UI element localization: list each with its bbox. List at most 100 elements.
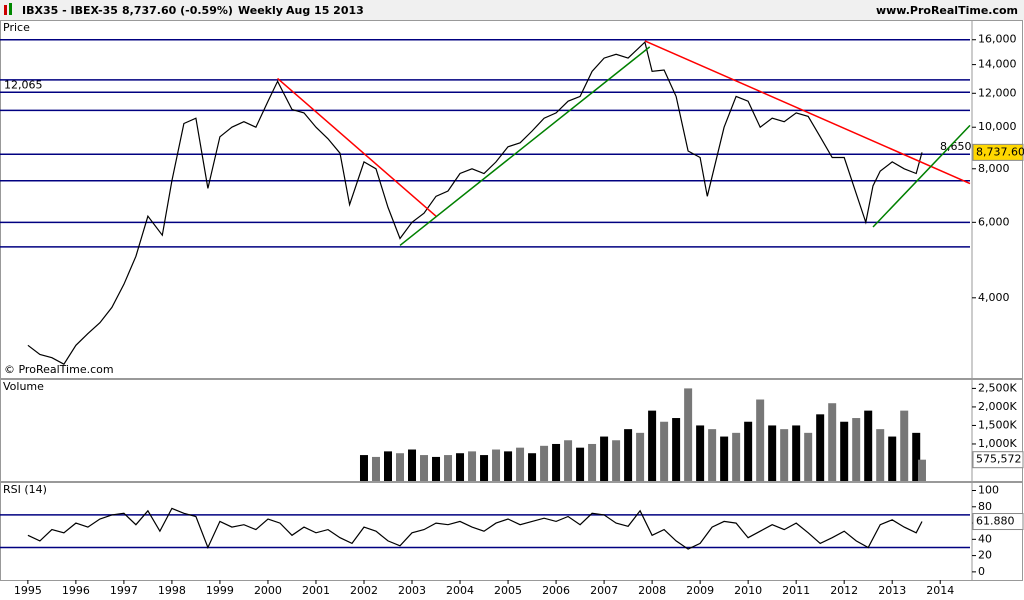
volume-bar — [768, 425, 777, 481]
x-tick-label: 1996 — [62, 584, 90, 597]
y-tick-label: 1,000K — [978, 437, 1017, 450]
volume-bar — [600, 436, 609, 481]
volume-bar — [432, 456, 441, 481]
volume-bar — [876, 429, 885, 481]
panel-title: Volume — [3, 380, 44, 393]
level-label: 8,650 — [940, 140, 972, 153]
volume-bar — [648, 410, 657, 481]
last-value-label: 61.880 — [976, 515, 1015, 528]
volume-bar — [564, 440, 573, 481]
y-tick-label: 12,000 — [978, 86, 1017, 99]
volume-bar — [408, 449, 417, 481]
y-tick-label: 16,000 — [978, 33, 1017, 46]
x-tick-label: 2009 — [686, 584, 714, 597]
volume-bar — [780, 429, 789, 481]
volume-bar — [468, 451, 477, 481]
y-tick-label: 80 — [978, 500, 992, 513]
volume-bar — [552, 443, 561, 481]
trendline — [399, 46, 651, 247]
y-tick-label: 4,000 — [978, 291, 1010, 304]
x-tick-label: 2007 — [590, 584, 618, 597]
volume-bar — [708, 429, 717, 481]
y-tick-label: 8,000 — [978, 162, 1010, 175]
x-tick-label: 1995 — [14, 584, 42, 597]
volume-bar — [624, 429, 633, 481]
y-tick-label: 2,500K — [978, 381, 1017, 394]
date: Aug 15 2013 — [286, 4, 364, 17]
volume-bar — [816, 414, 825, 481]
price-line — [27, 40, 923, 365]
volume-bar — [528, 453, 537, 481]
volume-bar — [504, 451, 513, 481]
x-tick-label: 2003 — [398, 584, 426, 597]
y-tick-label: 20 — [978, 549, 992, 562]
y-tick-label: 6,000 — [978, 215, 1010, 228]
volume-bar — [456, 453, 465, 481]
volume-bar — [900, 410, 909, 481]
y-tick-label: 2,000K — [978, 400, 1017, 413]
x-tick-label: 2012 — [830, 584, 858, 597]
volume-bar — [684, 388, 693, 481]
site: www.ProRealTime.com — [876, 4, 1018, 17]
last-value-box — [972, 143, 1024, 161]
last-value-label: 8,737.60 — [976, 145, 1024, 158]
volume-bar — [516, 447, 525, 481]
volume-bar — [720, 436, 729, 481]
x-tick-label: 1999 — [206, 584, 234, 597]
period: Weekly — [238, 4, 283, 17]
volume-bar — [444, 455, 453, 481]
volume-bar — [744, 421, 753, 481]
volume-bar — [660, 421, 669, 481]
volume-bar — [756, 399, 765, 481]
volume-bar — [852, 418, 861, 481]
watermark: © ProRealTime.com — [4, 363, 114, 376]
volume-bar — [612, 440, 621, 481]
volume-bar — [792, 425, 801, 481]
level-label: 12,065 — [4, 78, 43, 91]
x-tick-label: 2004 — [446, 584, 474, 597]
volume-bar — [636, 432, 645, 481]
candle-icon — [4, 5, 7, 15]
panel — [0, 20, 1023, 379]
x-tick-label: 1998 — [158, 584, 186, 597]
panel — [0, 379, 1023, 482]
volume-bar — [480, 455, 489, 481]
header-bar — [0, 0, 1024, 20]
y-tick-label: 14,000 — [978, 58, 1017, 71]
x-tick-label: 2002 — [350, 584, 378, 597]
volume-bar — [588, 443, 597, 481]
y-tick-label: 10,000 — [978, 120, 1017, 133]
volume-bar — [696, 425, 705, 481]
panel-title: RSI (14) — [3, 483, 47, 496]
volume-bar — [540, 445, 549, 481]
x-tick-label: 2013 — [878, 584, 906, 597]
volume-bar — [828, 403, 837, 481]
volume-bar — [420, 455, 429, 481]
volume-bar — [804, 432, 813, 481]
last-value-label: 575,572 — [976, 453, 1022, 466]
volume-bar — [396, 453, 405, 481]
volume-bar — [576, 447, 585, 481]
price-line — [27, 507, 923, 550]
volume-bar — [371, 456, 380, 481]
volume-bar — [840, 421, 849, 481]
y-tick-label: 100 — [978, 484, 999, 497]
trendline — [872, 124, 971, 228]
candle-icon — [9, 3, 12, 15]
panel-title: Price — [3, 21, 30, 34]
volume-bar — [912, 432, 921, 481]
volume-bar — [672, 418, 681, 481]
quote: 8,737.60 (-0.59%) — [122, 4, 233, 17]
panel — [0, 482, 1023, 581]
trendline — [277, 77, 437, 217]
x-tick-label: 2001 — [302, 584, 330, 597]
volume-bar — [492, 449, 501, 481]
y-tick-label: 1,500K — [978, 418, 1017, 431]
y-tick-label: 0 — [978, 565, 985, 578]
x-tick-label: 2011 — [782, 584, 810, 597]
volume-bar — [732, 432, 741, 481]
x-tick-label: 1997 — [110, 584, 138, 597]
volume-bar — [888, 436, 897, 481]
y-tick-label: 40 — [978, 532, 992, 545]
